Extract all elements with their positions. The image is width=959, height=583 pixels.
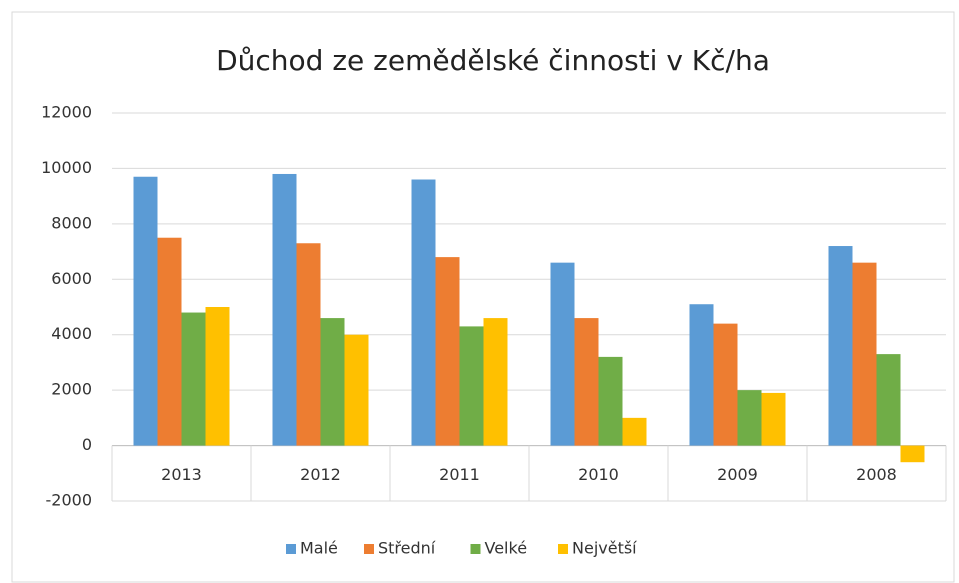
bar xyxy=(828,246,853,446)
y-tick-label: 4000 xyxy=(51,324,92,343)
bar xyxy=(272,173,297,446)
bar xyxy=(574,318,599,446)
y-tick-label: 6000 xyxy=(51,269,92,288)
bar xyxy=(320,318,345,446)
bar xyxy=(622,417,647,446)
x-tick-label: 2013 xyxy=(161,465,202,484)
bar xyxy=(181,312,206,446)
y-tick-label: 10000 xyxy=(41,158,92,177)
bar xyxy=(761,392,786,446)
bar xyxy=(435,257,460,446)
x-tick-label: 2008 xyxy=(856,465,897,484)
y-tick-label: 0 xyxy=(82,435,92,454)
legend-swatch xyxy=(470,544,481,554)
y-tick-label: 2000 xyxy=(51,380,92,399)
bar xyxy=(900,445,925,463)
legend-label: Malé xyxy=(300,539,338,558)
bar xyxy=(852,262,877,446)
bar xyxy=(737,390,762,446)
x-tick-label: 2011 xyxy=(439,465,480,484)
legend-swatch xyxy=(286,544,296,554)
bar xyxy=(483,318,508,446)
bar xyxy=(133,176,158,446)
bar xyxy=(550,262,575,446)
y-tick-label: 8000 xyxy=(51,213,92,232)
bar xyxy=(157,237,182,446)
y-tick-label: 12000 xyxy=(41,103,92,122)
bar xyxy=(689,304,714,446)
y-tick-label: -2000 xyxy=(46,491,93,510)
legend-label: Největší xyxy=(572,539,637,558)
bar xyxy=(713,323,738,446)
bar xyxy=(344,334,369,446)
x-tick-label: 2010 xyxy=(578,465,619,484)
legend-swatch xyxy=(558,544,568,554)
chart-title: Důchod ze zemědělské činnosti v Kč/ha xyxy=(216,44,770,77)
x-tick-label: 2009 xyxy=(717,465,758,484)
legend-label: Střední xyxy=(378,539,436,558)
bar xyxy=(876,354,901,446)
legend-label: Velké xyxy=(485,539,528,558)
bar xyxy=(459,326,484,446)
bar xyxy=(296,243,321,446)
bar xyxy=(598,356,623,446)
x-tick-label: 2012 xyxy=(300,465,341,484)
bar xyxy=(205,307,230,446)
bar xyxy=(411,179,436,446)
legend-swatch xyxy=(364,544,374,554)
